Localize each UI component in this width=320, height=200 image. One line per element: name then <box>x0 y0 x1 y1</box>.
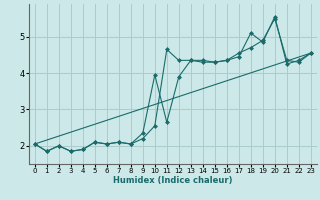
X-axis label: Humidex (Indice chaleur): Humidex (Indice chaleur) <box>113 176 233 185</box>
